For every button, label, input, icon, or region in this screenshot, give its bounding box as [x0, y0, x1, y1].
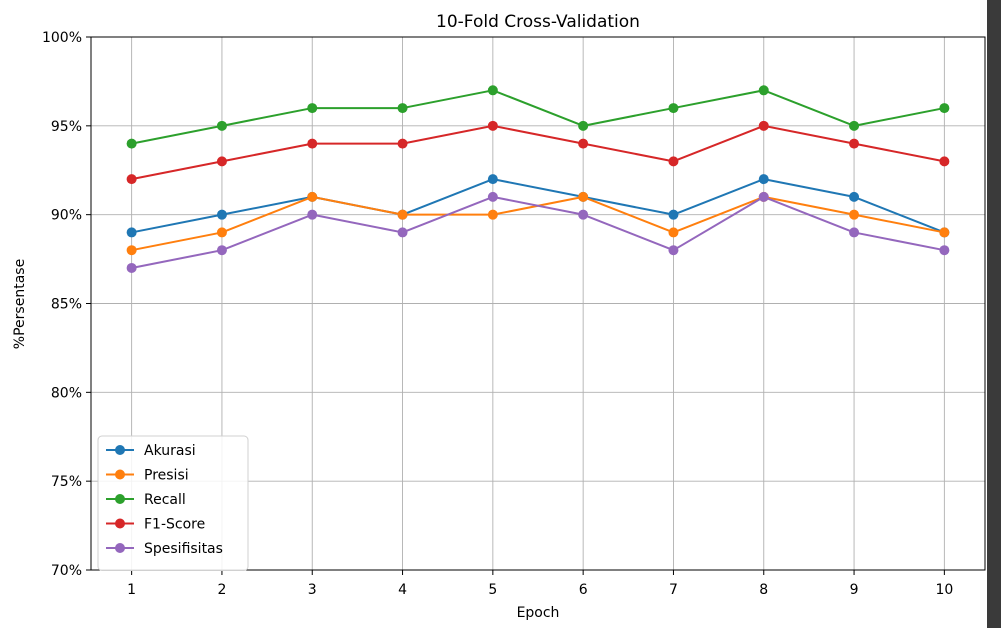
data-point	[216, 209, 227, 220]
data-point	[668, 227, 679, 238]
data-point	[758, 85, 769, 96]
y-tick-label: 85%	[51, 297, 82, 313]
legend-label: Akurasi	[144, 443, 196, 459]
data-point	[307, 209, 318, 220]
legend-item: Presisi	[106, 468, 189, 484]
legend-item: Recall	[106, 492, 186, 508]
y-tick-label: 90%	[51, 208, 82, 224]
data-point	[307, 103, 318, 114]
data-point	[397, 209, 408, 220]
data-point	[849, 227, 860, 238]
data-point	[397, 103, 408, 114]
legend-swatch-marker	[115, 445, 125, 455]
data-point	[939, 245, 950, 256]
x-tick-label: 9	[850, 582, 859, 598]
data-point	[126, 245, 137, 256]
legend-label: F1-Score	[144, 517, 205, 533]
data-point	[126, 174, 137, 185]
data-point	[849, 209, 860, 220]
data-point	[849, 120, 860, 131]
legend-item: Spesifisitas	[106, 541, 223, 557]
data-point	[668, 209, 679, 220]
legend-swatch-marker	[115, 518, 125, 529]
legend-label: Spesifisitas	[144, 541, 223, 557]
series-f1-score	[126, 120, 950, 185]
data-point	[668, 245, 679, 256]
series-recall	[126, 85, 950, 149]
data-point	[578, 120, 589, 131]
series-line	[131, 124, 945, 181]
legend-label: Recall	[144, 492, 186, 508]
plot-frame	[90, 36, 986, 571]
x-tick-label: 2	[217, 582, 226, 598]
chart-title: 10-Fold Cross-Validation	[436, 12, 640, 32]
series-line	[131, 89, 945, 145]
x-tick-label: 7	[669, 582, 678, 598]
data-point	[668, 103, 679, 114]
data-point	[668, 156, 679, 167]
data-point	[216, 227, 227, 238]
data-point	[758, 120, 769, 131]
y-tick-label: 80%	[51, 385, 82, 401]
data-point	[216, 120, 227, 131]
data-point	[216, 156, 227, 167]
axes-layer: 1 2 3 4 5 6 7 8 9 10 70% 75% 80% 85% 90% 95% 100%	[42, 30, 986, 598]
legend-item: F1-Score	[106, 517, 205, 533]
x-tick-label: 1	[127, 582, 136, 598]
legend-label: Presisi	[144, 468, 189, 484]
data-point	[578, 191, 589, 202]
legend-item: Akurasi	[106, 443, 196, 459]
data-point	[939, 156, 950, 167]
legend-box	[97, 435, 249, 571]
data-point	[397, 227, 408, 238]
x-tick-label: 3	[308, 582, 317, 598]
x-tick-label: 4	[398, 582, 407, 598]
series-presisi	[126, 191, 950, 256]
data-point	[126, 227, 137, 238]
legend-swatch-marker	[115, 494, 125, 504]
legend-swatch-marker	[115, 543, 125, 553]
data-point	[487, 191, 498, 202]
data-point	[487, 174, 498, 185]
window-edge	[987, 0, 1001, 628]
data-point	[487, 85, 498, 96]
data-point	[126, 262, 137, 273]
data-point	[307, 191, 318, 202]
data-point	[487, 209, 498, 220]
y-tick-label: 100%	[42, 30, 82, 46]
data-point	[849, 138, 860, 149]
legend-swatch-marker	[115, 469, 125, 480]
data-point	[939, 103, 950, 114]
y-tick-label: 95%	[51, 119, 82, 135]
y-tick-label: 75%	[51, 474, 82, 490]
series-line	[131, 195, 945, 269]
data-point	[126, 138, 137, 149]
data-point	[849, 191, 860, 202]
series-layer	[126, 85, 950, 273]
series-line	[131, 178, 945, 234]
x-tick-label: 6	[579, 582, 588, 598]
data-point	[487, 120, 498, 131]
data-point	[578, 138, 589, 149]
x-tick-label: 10	[935, 582, 953, 598]
x-tick-label: 8	[759, 582, 768, 598]
x-tick-label: 5	[488, 582, 497, 598]
data-point	[216, 245, 227, 256]
data-point	[939, 227, 950, 238]
data-point	[578, 209, 589, 220]
data-point	[758, 191, 769, 202]
data-point	[758, 174, 769, 185]
y-tick-label: 70%	[51, 563, 82, 579]
legend: Akurasi Presisi Recall F1-Score Spesifisitas	[97, 435, 249, 571]
y-axis-label: %Persentase	[12, 259, 28, 349]
data-point	[397, 138, 408, 149]
series-spesifisitas	[126, 191, 950, 273]
x-axis-label: Epoch	[517, 605, 560, 621]
data-point	[307, 138, 318, 149]
